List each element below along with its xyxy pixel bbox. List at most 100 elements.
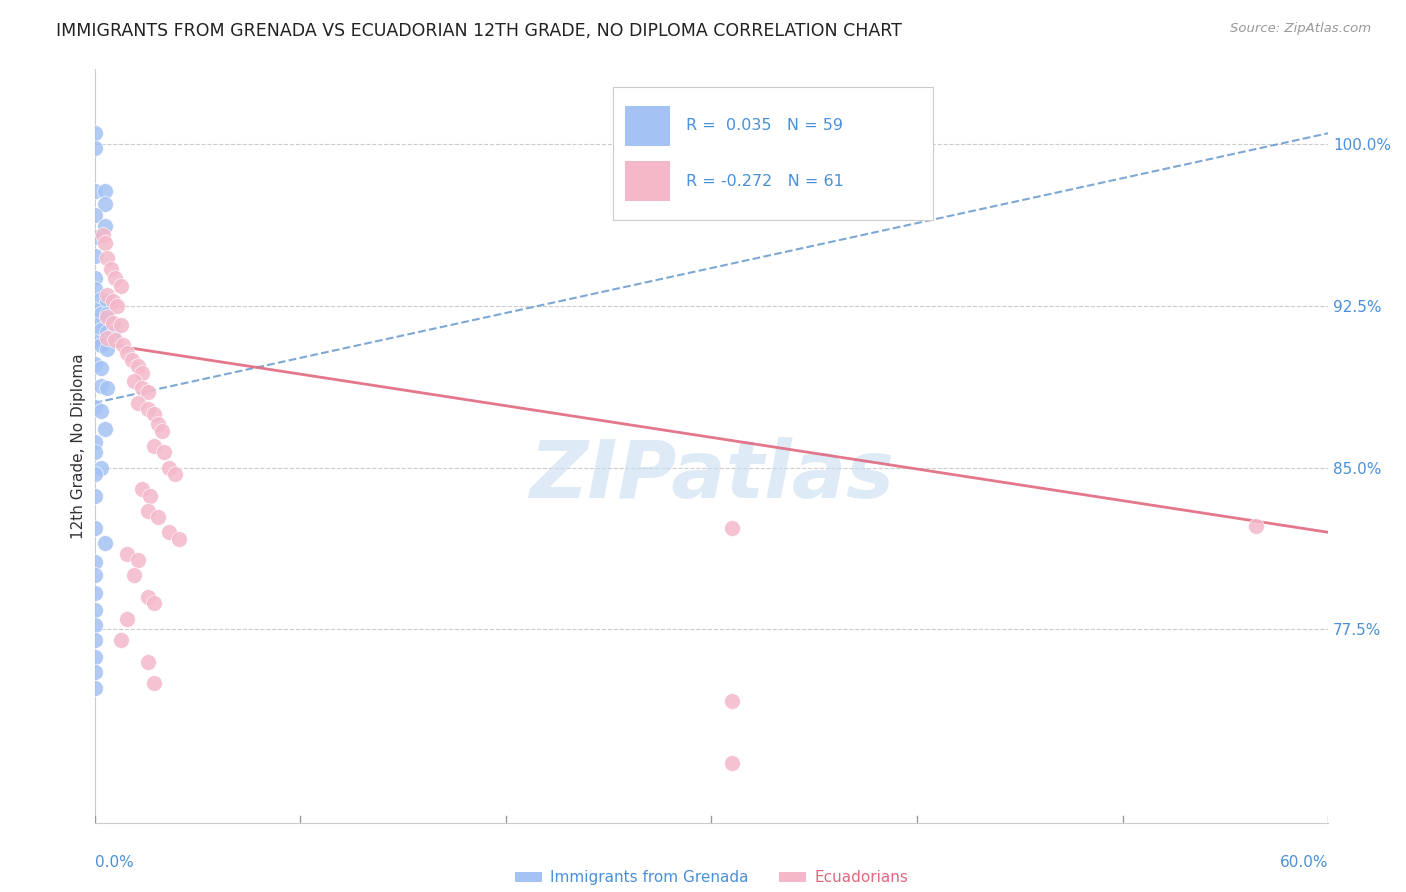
Point: [136, 590, 159, 604]
Point: [96, 252, 118, 266]
Point: [83, 270, 105, 285]
Point: [83, 665, 105, 680]
Point: [90, 307, 112, 321]
Point: [131, 366, 153, 380]
Point: [117, 346, 139, 360]
Point: [157, 460, 180, 475]
Text: R =  0.035   N = 59: R = 0.035 N = 59: [686, 119, 844, 133]
Point: [721, 521, 744, 535]
Point: [136, 655, 159, 669]
Point: [90, 293, 112, 307]
Point: [96, 381, 118, 395]
Point: [94, 219, 117, 233]
Point: [90, 361, 112, 376]
Point: [96, 307, 118, 321]
Point: [153, 445, 176, 459]
Point: [83, 141, 105, 155]
Point: [83, 281, 105, 295]
Point: [104, 270, 127, 285]
Point: [83, 400, 105, 414]
Point: [91, 227, 114, 242]
Point: [83, 681, 105, 695]
Point: [83, 467, 105, 481]
Point: [83, 357, 105, 371]
Point: [152, 424, 174, 438]
Point: [96, 325, 118, 339]
Point: [143, 407, 166, 421]
Point: [110, 633, 132, 648]
Point: [105, 299, 128, 313]
Point: [101, 316, 124, 330]
Point: [96, 331, 118, 345]
Point: [148, 510, 170, 524]
Text: IMMIGRANTS FROM GRENADA VS ECUADORIAN 12TH GRADE, NO DIPLOMA CORRELATION CHART: IMMIGRANTS FROM GRENADA VS ECUADORIAN 12…: [56, 22, 903, 40]
Point: [90, 378, 112, 392]
Point: [131, 482, 153, 496]
Point: [122, 568, 145, 582]
Bar: [626, 161, 671, 201]
Point: [83, 229, 105, 244]
Point: [127, 553, 149, 567]
Point: [94, 197, 117, 211]
Point: [96, 342, 118, 356]
Point: [83, 126, 105, 140]
Point: [163, 467, 186, 481]
Point: [136, 402, 159, 417]
Point: [83, 568, 105, 582]
Point: [157, 525, 180, 540]
Point: [96, 310, 118, 324]
Point: [90, 460, 112, 475]
Point: [94, 185, 117, 199]
Point: [83, 318, 105, 333]
Point: [143, 676, 166, 690]
Point: [96, 288, 118, 302]
Point: [90, 404, 112, 418]
Point: [117, 547, 139, 561]
Point: [167, 532, 190, 546]
Point: [83, 303, 105, 318]
Point: [83, 249, 105, 263]
Point: [83, 521, 105, 535]
Point: [83, 434, 105, 449]
Point: [104, 334, 127, 348]
Point: [131, 381, 153, 395]
Text: 0.0%: 0.0%: [94, 855, 134, 870]
Point: [96, 294, 118, 309]
Point: [101, 326, 124, 341]
Text: 60.0%: 60.0%: [1279, 855, 1329, 870]
Point: [148, 417, 170, 432]
Point: [721, 693, 744, 707]
Point: [112, 337, 135, 351]
Point: [83, 633, 105, 648]
Point: [83, 556, 105, 570]
Point: [110, 318, 132, 333]
Point: [83, 335, 105, 350]
Point: [139, 489, 162, 503]
Point: [117, 611, 139, 625]
Point: [83, 618, 105, 632]
Text: ZIPatlas: ZIPatlas: [529, 437, 894, 516]
Point: [101, 294, 124, 309]
Point: [122, 374, 145, 388]
Text: R = -0.272   N = 61: R = -0.272 N = 61: [686, 174, 845, 189]
Bar: [626, 106, 671, 145]
Point: [110, 279, 132, 293]
Point: [100, 262, 122, 277]
Point: [136, 385, 159, 400]
Point: [127, 359, 149, 374]
Point: [136, 504, 159, 518]
Text: Source: ZipAtlas.com: Source: ZipAtlas.com: [1230, 22, 1371, 36]
Point: [83, 208, 105, 222]
Point: [83, 650, 105, 665]
Y-axis label: 12th Grade, No Diploma: 12th Grade, No Diploma: [72, 353, 86, 539]
Point: [94, 536, 117, 550]
Point: [83, 445, 105, 459]
Point: [90, 322, 112, 336]
Point: [94, 236, 117, 251]
Point: [121, 352, 143, 367]
Point: [94, 422, 117, 436]
Point: [83, 185, 105, 199]
Point: [127, 396, 149, 410]
Legend: Immigrants from Grenada, Ecuadorians: Immigrants from Grenada, Ecuadorians: [509, 864, 914, 891]
Point: [90, 337, 112, 351]
